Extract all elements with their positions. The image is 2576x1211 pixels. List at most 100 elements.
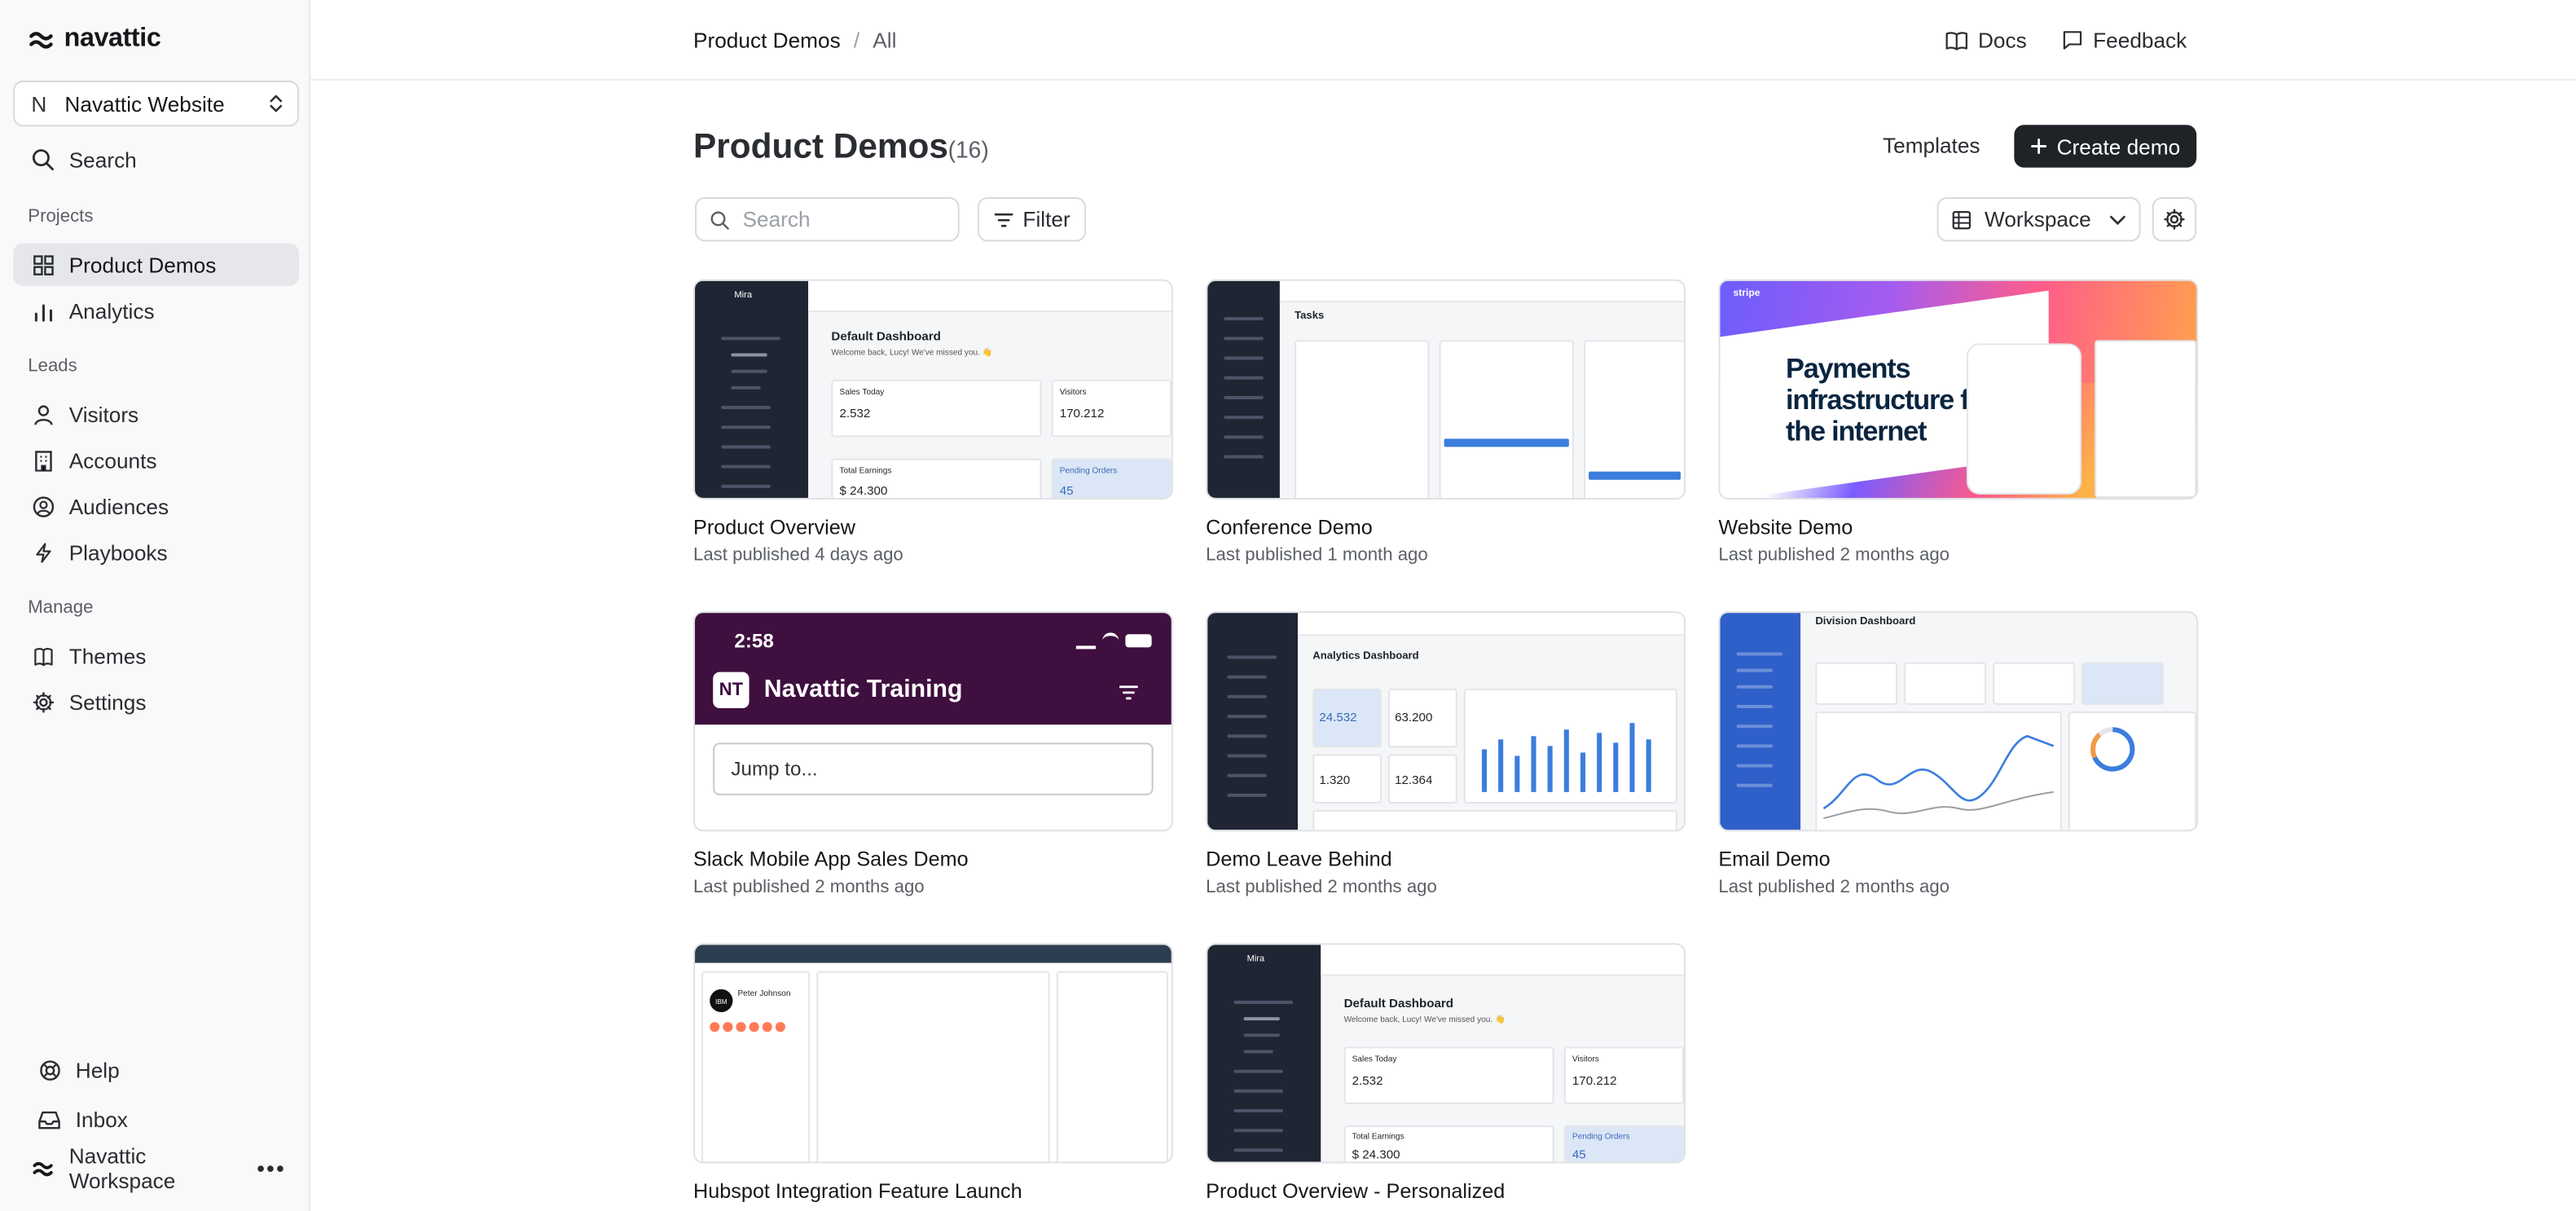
thumb-pending-label: Pending Orders: [1572, 1132, 1630, 1143]
navattic-logo-icon: [29, 31, 53, 48]
demo-count: (16): [947, 136, 989, 163]
search-field[interactable]: [695, 196, 960, 242]
sidebar-search[interactable]: Search: [13, 138, 299, 180]
demo-thumbnail[interactable]: IBM Peter Johnson: [693, 943, 1173, 1164]
user-icon: [33, 404, 52, 425]
workspace-selector[interactable]: N Navattic Website: [13, 80, 300, 127]
sidebar-item-label: Settings: [68, 689, 147, 715]
thumb-line-chart: [1822, 734, 2055, 820]
demo-subtitle: Last published 1 month ago: [1206, 545, 1428, 566]
sidebar-workspace-menu[interactable]: Navattic Workspace •••: [13, 1143, 302, 1193]
docs-link[interactable]: Docs: [1945, 28, 2027, 53]
gear-icon: [32, 691, 54, 712]
thumb-status-time: 2:58: [734, 629, 774, 653]
demo-card-email-demo[interactable]: Division Dashboard: [1718, 611, 2199, 897]
logo[interactable]: navattic: [29, 24, 161, 54]
demo-thumbnail[interactable]: 2:58 NT Navattic Training Jump to...: [693, 611, 1173, 832]
thumb-pending-value: 45: [1059, 482, 1074, 498]
create-demo-button[interactable]: Create demo: [2014, 125, 2197, 168]
thumb-sidebar: [1720, 613, 1801, 830]
manage-section-label: Manage: [28, 597, 94, 619]
demo-title: Product Overview - Personalized: [1206, 1179, 1506, 1203]
thumb-main: Default Dashboard Welcome back, Lucy! We…: [1321, 945, 1685, 1162]
demo-thumbnail[interactable]: stripe Payments infrastructure for the i…: [1718, 279, 2199, 500]
thumb-visitors-value: 170.212: [1059, 406, 1105, 421]
thumb-welcome: Welcome back, Lucy! We've missed you. 👋: [831, 348, 993, 359]
sidebar-inbox[interactable]: Inbox: [20, 1098, 306, 1140]
breadcrumb-separator: /: [853, 28, 860, 53]
thumb-sales-label: Sales Today: [1352, 1055, 1397, 1065]
sidebar-help[interactable]: Help: [20, 1048, 306, 1090]
view-select-label: Workspace: [1985, 207, 2091, 232]
demo-card-hubspot[interactable]: IBM Peter Johnson Hubspot Integration Fe…: [693, 943, 1173, 1203]
demo-title: Slack Mobile App Sales Demo: [693, 848, 969, 871]
sidebar-item-playbooks[interactable]: Playbooks: [13, 531, 299, 573]
thumb-main: Default Dashboard Welcome back, Lucy! We…: [808, 280, 1172, 498]
sidebar-item-analytics[interactable]: Analytics: [13, 289, 299, 332]
demo-card-website-demo[interactable]: stripe Payments infrastructure for the i…: [1718, 279, 2199, 566]
breadcrumb: Product Demos / All: [693, 28, 896, 52]
demo-thumbnail[interactable]: Tasks: [1206, 279, 1686, 500]
sidebar-item-accounts[interactable]: Accounts: [13, 438, 299, 481]
sidebar-search-label: Search: [68, 147, 137, 172]
demo-card-conference-demo[interactable]: Tasks Conference Demo Last published 1 m…: [1206, 279, 1686, 566]
view-settings-button[interactable]: [2152, 196, 2197, 242]
thumb-bar-chart: [1481, 723, 1651, 792]
search-icon: [32, 149, 54, 171]
thumb-workspace-title: Navattic Training: [763, 675, 963, 703]
thumb-brand: Mira: [1246, 954, 1265, 965]
view-select[interactable]: Workspace: [1936, 196, 2141, 242]
book-open-icon: [1945, 31, 1967, 50]
sidebar-item-label: Analytics: [68, 297, 155, 324]
logo-text: navattic: [64, 24, 161, 53]
feedback-label: Feedback: [2093, 28, 2187, 53]
thumb-hero-text: Payments infrastructure for the internet: [1786, 353, 1996, 447]
thumb-sidebar: Mira: [1207, 945, 1321, 1162]
demo-card-leave-behind[interactable]: Analytics Dashboard 24.532 63.200 1.320 …: [1206, 611, 1686, 897]
demo-card-product-overview[interactable]: Mira Default Dashboard Welcome back, Luc…: [693, 279, 1173, 566]
feedback-link[interactable]: Feedback: [2062, 28, 2187, 53]
grid-icon: [33, 254, 53, 275]
message-icon: [2063, 31, 2082, 50]
demo-title: Email Demo: [1718, 848, 1831, 871]
sidebar-item-audiences[interactable]: Audiences: [13, 485, 299, 527]
templates-button[interactable]: Templates: [1883, 133, 1980, 158]
sidebar: navattic N Navattic Website Search Proje…: [0, 0, 311, 1211]
thumb-sales-value: 2.532: [839, 406, 871, 421]
thumb-main: Tasks: [1279, 280, 1685, 498]
sidebar-item-product-demos[interactable]: Product Demos: [13, 243, 300, 286]
top-bar: [310, 0, 2576, 81]
book-icon: [33, 646, 52, 666]
building-icon: [34, 450, 51, 471]
demo-thumbnail[interactable]: Analytics Dashboard 24.532 63.200 1.320 …: [1206, 611, 1686, 832]
demo-thumbnail[interactable]: Mira Default Dashboard Welcome back, Luc…: [1206, 943, 1686, 1164]
more-icon[interactable]: •••: [257, 1155, 286, 1182]
demo-thumbnail[interactable]: Mira Default Dashboard Welcome back, Luc…: [693, 279, 1173, 500]
table-icon: [1952, 209, 1972, 229]
filter-icon: [993, 212, 1013, 227]
thumb-visitors-value: 170.212: [1572, 1072, 1617, 1088]
thumb-visitors-label: Visitors: [1059, 387, 1087, 398]
demo-thumbnail[interactable]: Division Dashboard: [1718, 611, 2199, 832]
thumb-welcome: Welcome back, Lucy! We've missed you. 👋: [1343, 1015, 1506, 1026]
sidebar-item-settings[interactable]: Settings: [13, 680, 299, 723]
thumb-value: 12.364: [1395, 772, 1433, 787]
search-input[interactable]: [739, 205, 943, 234]
demo-subtitle: Last published 4 days ago: [693, 545, 903, 566]
chevron-down-icon: [2110, 214, 2125, 225]
inbox-label: Inbox: [75, 1106, 128, 1132]
sidebar-item-label: Accounts: [68, 447, 157, 473]
sidebar-item-themes[interactable]: Themes: [13, 634, 299, 676]
thumb-visitors-label: Visitors: [1572, 1055, 1599, 1065]
demo-card-slack-mobile[interactable]: 2:58 NT Navattic Training Jump to... Sla…: [693, 611, 1173, 897]
sidebar-item-visitors[interactable]: Visitors: [13, 393, 299, 435]
breadcrumb-item-product-demos[interactable]: Product Demos: [693, 28, 841, 53]
breadcrumb-item-all[interactable]: All: [873, 28, 897, 53]
filter-button[interactable]: Filter: [977, 196, 1086, 242]
thumb-sidebar: [1207, 613, 1299, 830]
thumb-sidebar: Mira: [695, 280, 809, 498]
sidebar-item-label: Visitors: [68, 401, 139, 427]
thumb-value: 63.200: [1395, 710, 1433, 725]
thumb-earnings-value: $ 24.300: [839, 482, 888, 498]
demo-card-product-overview-personalized[interactable]: Mira Default Dashboard Welcome back, Luc…: [1206, 943, 1686, 1203]
